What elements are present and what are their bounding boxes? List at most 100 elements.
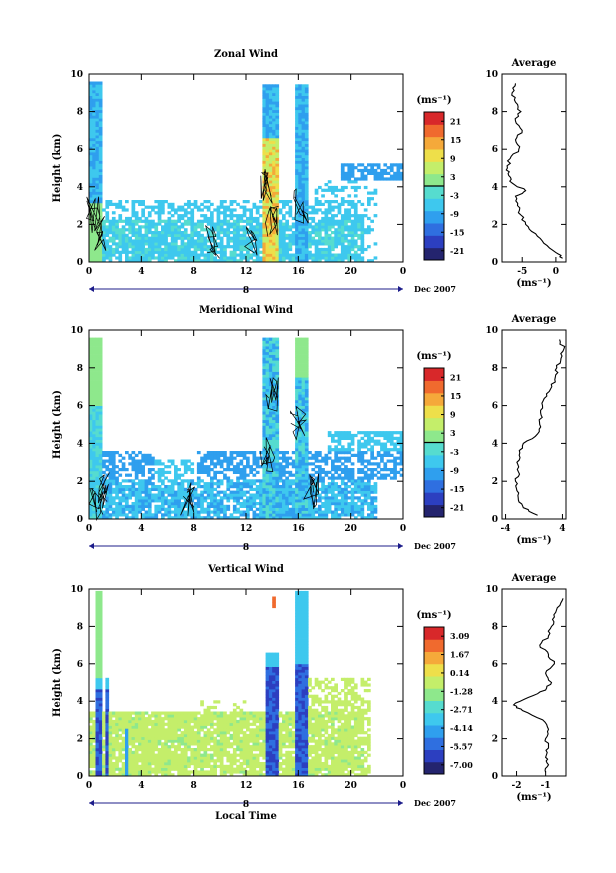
heatmap-cell (98, 171, 103, 175)
heatmap-cell (347, 259, 352, 263)
heatmap-cell (200, 225, 204, 229)
heatmap-cell (304, 456, 309, 460)
heatmap-cell (213, 228, 217, 232)
heatmap-cell (252, 225, 257, 229)
heatmap-cell (138, 225, 142, 229)
heatmap-cell (334, 448, 338, 452)
heatmap-cell (268, 171, 273, 175)
heatmap-cell (216, 504, 221, 508)
heatmap-cell (386, 453, 391, 457)
heatmap-cell (278, 487, 283, 491)
heatmap-cell (121, 208, 126, 212)
heatmap-cell (89, 419, 93, 423)
heatmap-cell (115, 219, 119, 223)
heatmap-cell (331, 247, 335, 252)
heatmap-cell (347, 448, 352, 452)
average-y-tick-label: 2 (492, 477, 498, 487)
heatmap-cell (131, 211, 136, 215)
heatmap-cell (95, 340, 100, 344)
heatmap-cell (304, 137, 309, 142)
heatmap-cell (262, 476, 267, 480)
heatmap-cell (125, 717, 129, 721)
heatmap-cell (232, 510, 237, 514)
heatmap-cell (350, 442, 355, 446)
heatmap-cell (92, 104, 96, 108)
heatmap-cell (216, 216, 221, 221)
heatmap-cell (295, 357, 299, 361)
heatmap-cell (206, 219, 211, 223)
heatmap-cell (367, 439, 371, 443)
heatmap-cell (376, 431, 381, 435)
heatmap-cell (304, 462, 309, 466)
heatmap-cell (295, 399, 299, 404)
heatmap-cell (272, 436, 276, 440)
heatmap-cell (92, 422, 96, 426)
heatmap-cell (249, 482, 253, 486)
heatmap-cell (167, 493, 172, 497)
heatmap-cell (272, 499, 276, 503)
heatmap-cell (108, 748, 113, 752)
heatmap-cell (357, 247, 361, 252)
heatmap-cell (393, 476, 397, 480)
heatmap-cell (291, 499, 296, 503)
heatmap-cell (239, 259, 244, 263)
heatmap-cell (246, 222, 250, 226)
heatmap-cell (301, 343, 306, 347)
heatmap-cell (219, 245, 224, 249)
heatmap-cell (200, 459, 204, 463)
heatmap-cell (357, 259, 361, 263)
heatmap-cell (259, 499, 263, 503)
heatmap-cell (111, 722, 116, 726)
heatmap-cell (147, 236, 152, 240)
heatmap-cell (295, 380, 299, 384)
colorbar-swatch (424, 223, 444, 236)
heatmap-cell (262, 459, 267, 463)
heatmap-cell (111, 731, 116, 735)
heatmap-cell (177, 507, 181, 511)
heatmap-cell (167, 205, 172, 209)
heatmap-cell (262, 236, 267, 240)
heatmap-cell (337, 504, 342, 508)
heatmap-cell (174, 513, 178, 517)
heatmap-cell (134, 513, 139, 517)
heatmap-cell (206, 239, 211, 243)
heatmap-cell (98, 92, 103, 96)
heatmap-cell (353, 507, 358, 511)
heatmap-cell (108, 456, 113, 460)
heatmap-cell (161, 208, 165, 212)
heatmap-cell (170, 233, 175, 237)
heatmap-cell (285, 470, 289, 474)
heatmap-cell (239, 245, 244, 249)
heatmap-cell (304, 502, 309, 506)
heatmap-cell (311, 259, 316, 263)
heatmap-cell (242, 485, 247, 489)
heatmap-cell (102, 222, 106, 226)
heatmap-cell (134, 502, 139, 506)
heatmap-cell (98, 717, 103, 721)
heatmap-cell (92, 219, 96, 223)
heatmap-cell (121, 739, 126, 743)
heatmap-cell (268, 445, 273, 449)
heatmap-cell (187, 202, 191, 206)
heatmap-cell (89, 146, 93, 150)
heatmap-cell (262, 499, 267, 503)
heatmap-cell (190, 231, 195, 235)
heatmap-cell (262, 84, 267, 88)
heatmap-cell (272, 200, 276, 204)
heatmap-cell (262, 411, 267, 415)
heatmap-cell (334, 188, 338, 192)
heatmap-cell (249, 228, 253, 232)
heatmap-cell (268, 259, 273, 263)
heatmap-cell (314, 228, 319, 232)
heatmap-cell (265, 408, 270, 412)
heatmap-cell (383, 451, 388, 455)
heatmap-cell (125, 728, 129, 732)
heatmap-cell (190, 225, 195, 229)
heatmap-cell (89, 731, 93, 735)
heatmap-cell (255, 233, 260, 237)
heatmap-cell (370, 468, 374, 472)
heatmap-cell (128, 493, 132, 497)
heatmap-cell (275, 104, 280, 108)
heatmap-cell (236, 476, 240, 480)
heatmap-cell (298, 188, 302, 192)
